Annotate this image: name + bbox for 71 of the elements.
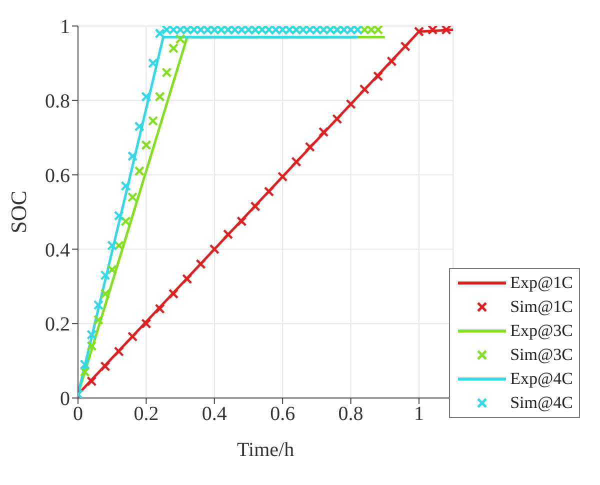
point (134, 166, 144, 176)
x-tick-label: 0.8 (338, 403, 364, 426)
x-tick-label: 0.6 (270, 403, 296, 426)
point (441, 26, 452, 35)
point (318, 126, 329, 138)
point (148, 58, 158, 68)
point (114, 210, 124, 221)
point (168, 288, 179, 299)
point (127, 151, 138, 162)
point (414, 26, 424, 37)
point (141, 140, 152, 150)
point (182, 274, 192, 284)
point (80, 359, 90, 370)
point (141, 318, 152, 329)
point (386, 56, 397, 66)
legend-label: Exp@3C (510, 321, 573, 341)
x-axis-title: Time/h (237, 439, 294, 461)
point (250, 201, 260, 212)
point (86, 340, 97, 352)
point (100, 270, 110, 280)
point (127, 192, 138, 202)
point (236, 216, 247, 226)
point (332, 114, 342, 124)
point (100, 361, 110, 372)
point (141, 92, 152, 102)
point (154, 92, 165, 102)
point (304, 142, 315, 152)
point (80, 366, 90, 378)
point (86, 330, 97, 340)
point (86, 376, 97, 386)
point (120, 216, 131, 226)
y-tick-label: 0.8 (45, 90, 70, 112)
point (154, 304, 165, 314)
point (428, 26, 438, 35)
point (162, 67, 172, 78)
point (127, 332, 138, 342)
x-tick-label: 0.4 (202, 403, 227, 426)
point (175, 34, 186, 44)
legend-label: Sim@1C (510, 297, 573, 317)
y-tick-label: 0.6 (45, 164, 70, 187)
point (93, 300, 104, 310)
point (168, 43, 179, 54)
point (93, 314, 104, 325)
legend-label: Sim@3C (510, 345, 573, 365)
point (291, 156, 302, 167)
legend-label: Sim@4C (510, 393, 573, 413)
legend-label: Exp@4C (510, 369, 573, 389)
y-axis-title: SOC (6, 190, 31, 234)
point (120, 180, 131, 192)
point (359, 84, 370, 94)
point (346, 99, 356, 110)
point (222, 229, 234, 240)
legend-label: Exp@1C (510, 273, 573, 293)
y-tick-label: 1 (60, 16, 70, 38)
y-tick-label: 0 (60, 388, 70, 410)
point (114, 346, 124, 357)
point (107, 264, 118, 275)
point (196, 258, 206, 270)
point (107, 240, 118, 251)
point (264, 186, 274, 197)
point (400, 41, 410, 52)
x-tick-label: 1 (414, 403, 424, 426)
point (148, 116, 158, 126)
y-tick-label: 0.4 (45, 239, 70, 262)
point (209, 244, 220, 254)
point (134, 121, 144, 132)
y-tick-label: 0.2 (45, 314, 70, 336)
point (372, 71, 384, 82)
point (100, 288, 110, 299)
x-tick-label: 0.2 (134, 403, 159, 426)
point (277, 172, 288, 182)
